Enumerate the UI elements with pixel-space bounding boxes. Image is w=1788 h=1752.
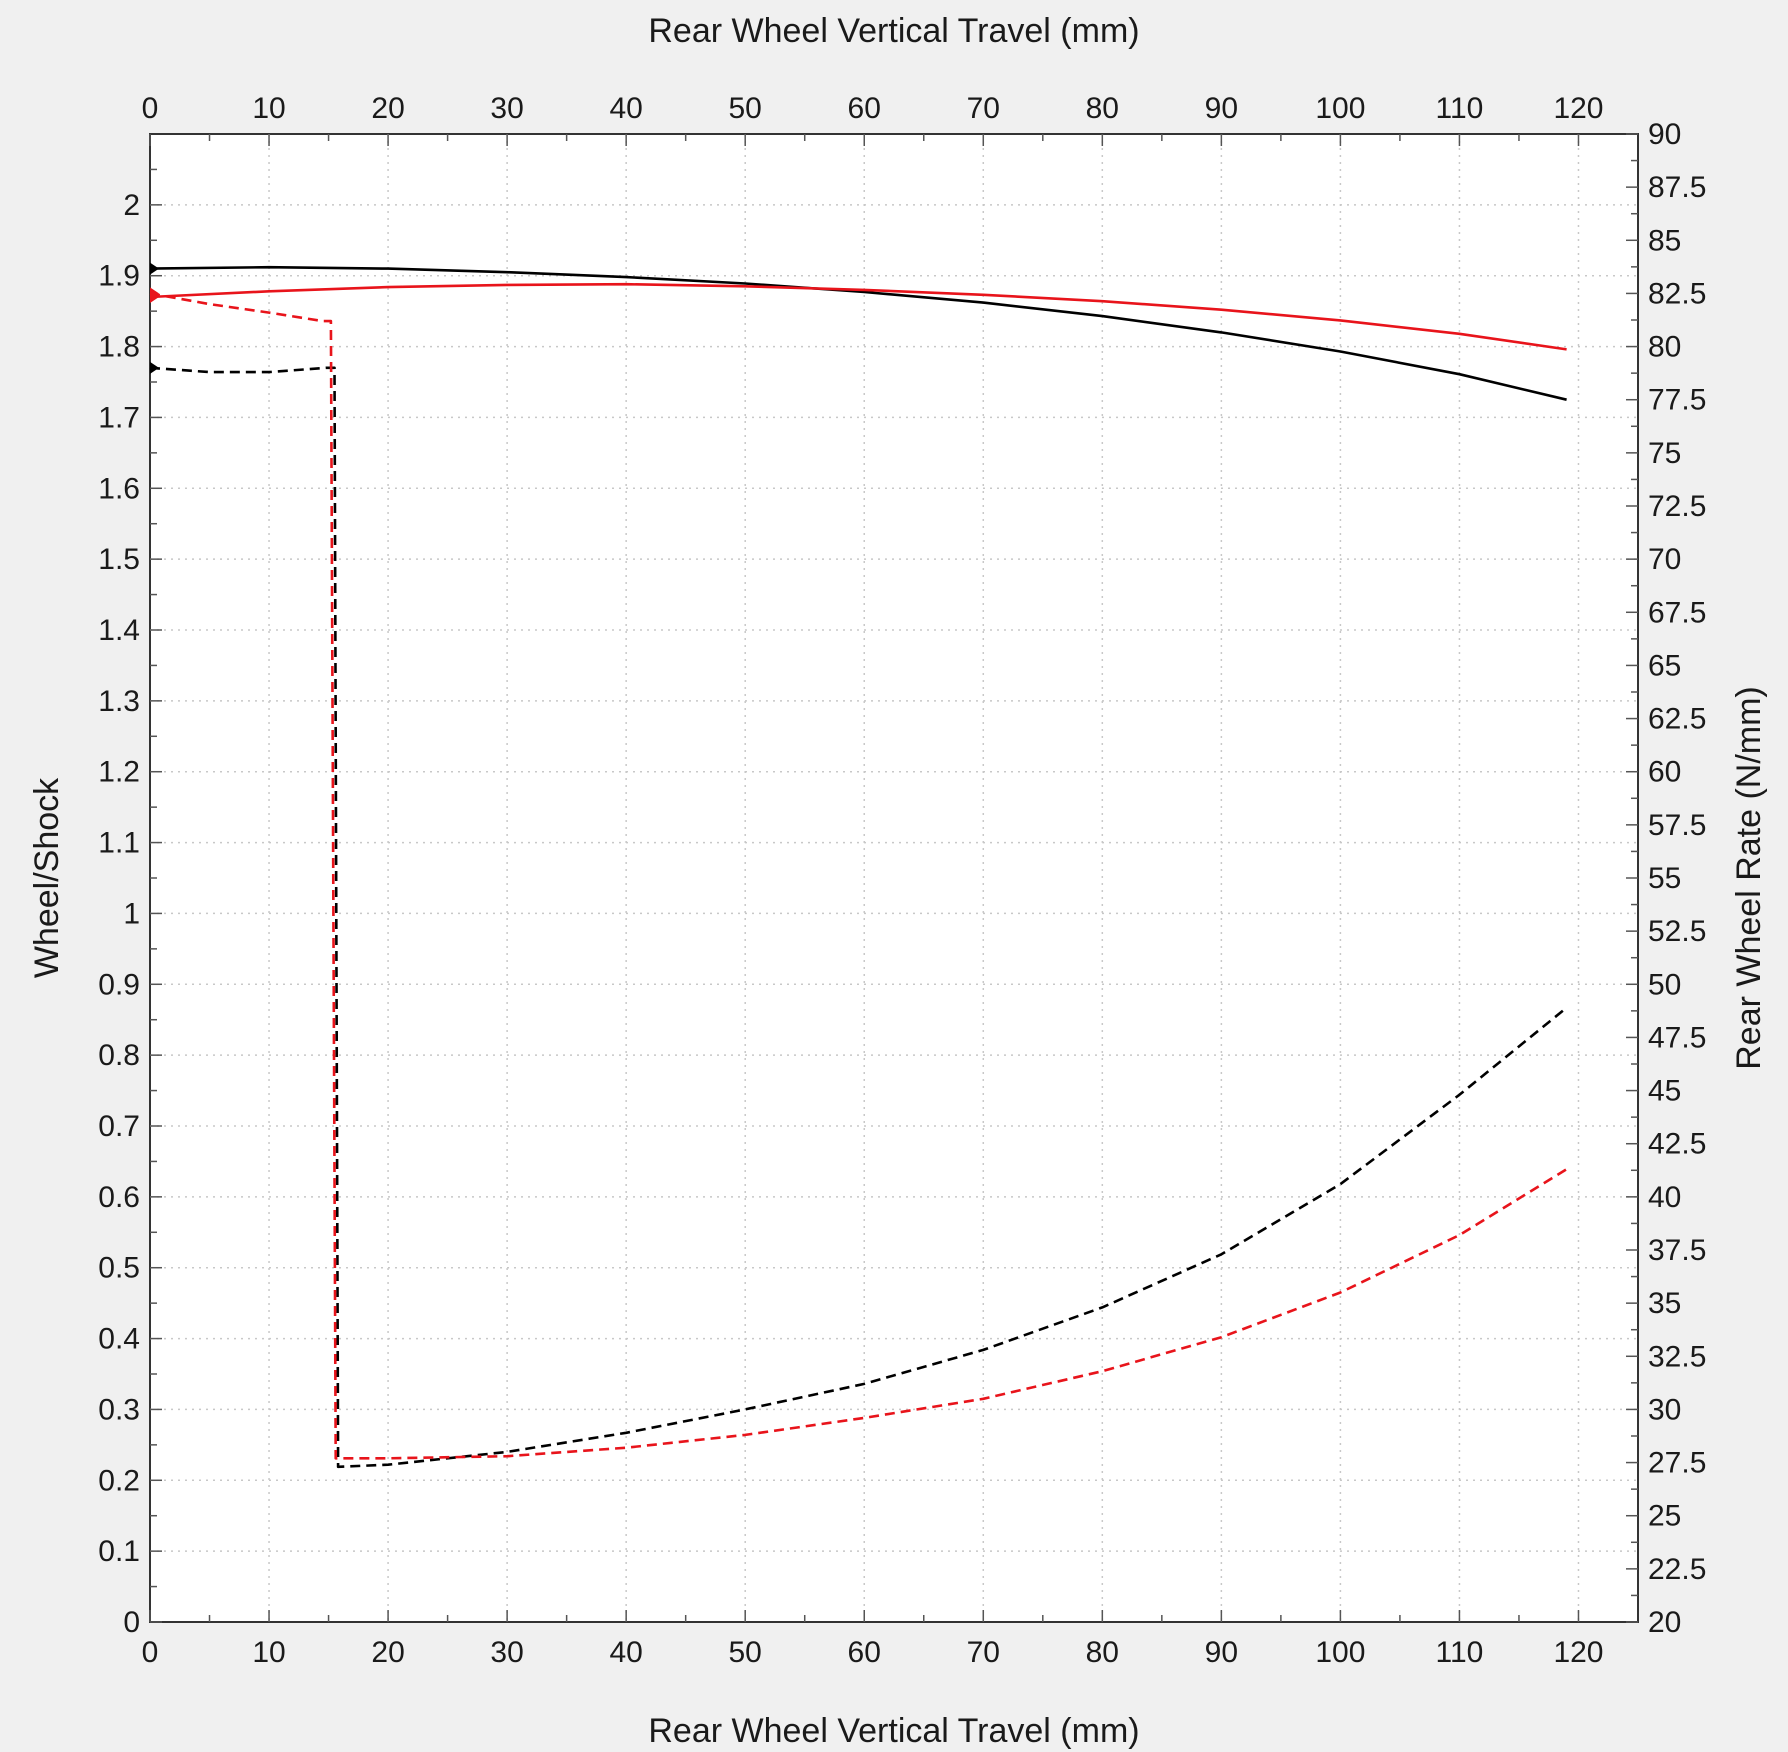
wheel-shock-series-red [149, 282, 1567, 351]
y-right-tick-label: 62.5 [1648, 703, 1706, 736]
wheel-shock-series-black [149, 265, 1567, 401]
x-axis-bottom-tick-labels: 0 10 20 30 40 50 60 70 80 90 100 110 120 [142, 1636, 1604, 1669]
y-left-tick-label: 1.8 [98, 331, 140, 364]
y-axis-title-right: Rear Wheel Rate (N/mm) [1730, 686, 1768, 1070]
y-left-tick-label: 1 [123, 897, 140, 930]
y-right-tick-label: 67.5 [1648, 596, 1706, 629]
x-bottom-tick-label: 80 [1086, 1636, 1119, 1669]
x-top-tick-label: 30 [490, 92, 523, 125]
y-axis-right-tick-labels: 20 22.5 25 27.5 30 32.5 35 37.5 40 42.5 45 47.5 50 52… [1648, 118, 1706, 1639]
y-right-tick-label: 45 [1648, 1075, 1681, 1108]
x-top-tick-label: 50 [729, 92, 762, 125]
x-bottom-tick-label: 20 [371, 1636, 404, 1669]
y-right-tick-label: 60 [1648, 756, 1681, 789]
x-bottom-tick-label: 40 [609, 1636, 642, 1669]
y-left-tick-label: 1.4 [98, 614, 140, 647]
y-right-tick-label: 27.5 [1648, 1447, 1706, 1480]
y-right-tick-label: 87.5 [1648, 171, 1706, 204]
y-left-tick-label: 0.1 [98, 1535, 140, 1568]
y-right-tick-label: 52.5 [1648, 915, 1706, 948]
y-right-tick-label: 50 [1648, 968, 1681, 1001]
x-bottom-tick-label: 110 [1436, 1636, 1484, 1669]
y-right-tick-label: 82.5 [1648, 277, 1706, 310]
y-right-tick-label: 55 [1648, 862, 1681, 895]
y-right-tick-label: 47.5 [1648, 1021, 1706, 1054]
y-left-tick-label: 0.3 [98, 1393, 140, 1426]
y-right-tick-label: 25 [1648, 1500, 1681, 1533]
x-top-tick-label: 10 [252, 92, 285, 125]
y-left-tick-label: 0 [123, 1606, 140, 1639]
x-top-tick-label: 120 [1553, 92, 1603, 125]
wheel-rate-series-red [149, 292, 1568, 1460]
x-axis-title-top: Rear Wheel Vertical Travel (mm) [648, 12, 1139, 50]
y-right-tick-label: 35 [1648, 1287, 1681, 1320]
y-axis-title-left: Wheel/Shock [28, 777, 66, 978]
x-top-tick-label: 20 [371, 92, 404, 125]
y-right-tick-label: 42.5 [1648, 1128, 1706, 1161]
x-bottom-tick-label: 10 [252, 1636, 285, 1669]
x-top-tick-label: 100 [1315, 92, 1365, 125]
y-right-tick-label: 22.5 [1648, 1553, 1706, 1586]
x-axis-title-bottom: Rear Wheel Vertical Travel (mm) [648, 1712, 1139, 1750]
y-left-tick-label: 0.4 [98, 1323, 140, 1356]
x-bottom-tick-label: 90 [1205, 1636, 1238, 1669]
y-right-tick-label: 32.5 [1648, 1340, 1706, 1373]
y-left-tick-label: 0.9 [98, 968, 140, 1001]
y-left-tick-label: 1.1 [98, 827, 140, 860]
x-bottom-tick-label: 60 [848, 1636, 881, 1669]
start-markers [150, 262, 159, 374]
y-left-tick-label: 1.5 [98, 543, 140, 576]
axis-ticks [149, 133, 1638, 1623]
x-axis-top-tick-labels: 0 10 20 30 40 50 60 70 80 90 100 110 120 [142, 92, 1604, 125]
y-right-tick-label: 30 [1648, 1393, 1681, 1426]
x-top-tick-label: 110 [1436, 92, 1484, 125]
y-left-tick-label: 1.2 [98, 756, 140, 789]
x-bottom-tick-label: 70 [967, 1636, 1000, 1669]
y-right-tick-label: 90 [1648, 118, 1681, 151]
wheel-rate-series-black [149, 366, 1568, 1469]
x-bottom-tick-label: 120 [1553, 1636, 1603, 1669]
y-right-tick-label: 65 [1648, 649, 1681, 682]
x-bottom-tick-label: 100 [1315, 1636, 1365, 1669]
y-left-tick-label: 1.9 [98, 260, 140, 293]
y-left-tick-label: 0.8 [98, 1039, 140, 1072]
y-right-tick-label: 20 [1648, 1606, 1681, 1639]
x-top-tick-label: 60 [848, 92, 881, 125]
y-right-tick-label: 40 [1648, 1181, 1681, 1214]
x-top-tick-label: 40 [609, 92, 642, 125]
y-right-tick-label: 77.5 [1648, 384, 1706, 417]
x-top-tick-label: 90 [1205, 92, 1238, 125]
x-bottom-tick-label: 0 [142, 1636, 159, 1669]
y-left-tick-label: 2 [123, 189, 140, 222]
y-left-tick-label: 0.6 [98, 1181, 140, 1214]
y-left-tick-label: 1.3 [98, 685, 140, 718]
y-left-tick-label: 0.2 [98, 1464, 140, 1497]
y-axis-left-tick-labels: 0 0.1 0.2 0.3 0.4 0.5 0.6 0.7 0.8 0.9 1 1.1 1.2 1.3 1.… [98, 189, 140, 1639]
y-right-tick-label: 80 [1648, 331, 1681, 364]
series-lines [149, 265, 1568, 1469]
plot-area [149, 133, 1639, 1623]
y-right-tick-label: 57.5 [1648, 809, 1706, 842]
x-top-tick-label: 0 [142, 92, 159, 125]
x-top-tick-label: 70 [967, 92, 1000, 125]
y-right-tick-label: 75 [1648, 437, 1681, 470]
y-right-tick-label: 85 [1648, 224, 1681, 257]
x-top-tick-label: 80 [1086, 92, 1119, 125]
y-right-tick-label: 72.5 [1648, 490, 1706, 523]
y-left-tick-label: 0.7 [98, 1110, 140, 1143]
y-right-tick-label: 70 [1648, 543, 1681, 576]
series-start-marker [150, 262, 159, 275]
x-bottom-tick-label: 30 [490, 1636, 523, 1669]
x-bottom-tick-label: 50 [729, 1636, 762, 1669]
y-left-tick-label: 1.7 [98, 401, 140, 434]
y-right-tick-label: 37.5 [1648, 1234, 1706, 1267]
y-left-tick-label: 1.6 [98, 472, 140, 505]
series-start-marker [150, 287, 159, 300]
series-start-marker [150, 361, 159, 374]
y-left-tick-label: 0.5 [98, 1252, 140, 1285]
